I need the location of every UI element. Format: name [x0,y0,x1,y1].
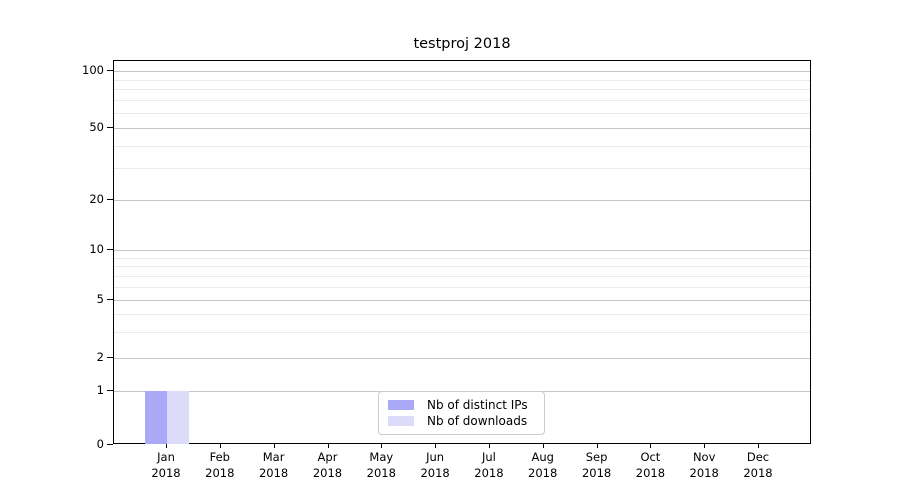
gridline-minor-70 [114,100,810,102]
y-tick-label: 20 [89,192,104,206]
legend-label-distinct-ips: Nb of distinct IPs [427,397,528,412]
y-tick-mark [107,389,113,391]
gridline-major-10 [114,249,810,251]
x-tick-mark [166,444,167,448]
x-tick-label-dec: Dec 2018 [743,450,773,480]
x-tick-label-nov: Nov 2018 [689,450,719,480]
gridline-minor-9 [114,257,810,259]
x-tick-label-oct: Oct 2018 [635,450,666,480]
y-tick-label: 5 [96,291,104,306]
x-tick-mark [381,444,383,448]
y-tick-mark [107,70,113,71]
x-tick-mark [488,444,490,448]
bar-distinct-ips-jan [145,390,167,444]
gridline-major-20 [114,200,810,201]
gridline-minor-7 [114,275,810,277]
legend-label-downloads: Nb of downloads [427,414,528,429]
gridline-minor-3 [114,332,810,334]
gridline-minor-6 [114,286,810,288]
x-tick-mark [704,444,706,448]
x-tick-mark [650,444,652,448]
x-tick-mark [596,444,598,448]
y-tick-mark [107,444,113,445]
x-tick-mark [327,444,329,448]
gridline-minor-80 [114,89,810,91]
y-tick-label: 1 [96,382,104,397]
gridline-major-2 [114,357,810,359]
chart-title: testproj 2018 [413,36,511,52]
x-tick-label-jan: Jan 2018 [151,450,181,480]
legend-swatch-distinct-ips [388,399,414,410]
legend-swatch-downloads [388,416,414,427]
y-tick-label: 2 [96,349,104,364]
gridline-minor-40 [114,145,810,147]
y-tick-label: 10 [89,241,104,256]
bar-downloads-jan [167,390,189,444]
x-tick-label-sep: Sep 2018 [581,450,612,480]
legend-item-downloads: Nb of downloads [386,414,537,428]
gridline-minor-4 [114,314,810,316]
y-tick-label: 0 [96,437,104,451]
x-tick-mark [758,444,759,448]
x-tick-label-jun: Jun 2018 [420,450,450,480]
y-tick-mark [107,298,113,300]
gridline-major-50 [114,128,810,129]
gridline-minor-30 [114,168,810,170]
x-tick-label-aug: Aug 2018 [528,450,558,480]
gridline-major-5 [114,299,810,301]
x-tick-mark [542,444,544,448]
x-tick-label-feb: Feb 2018 [205,450,235,480]
gridline-minor-90 [114,79,810,81]
y-tick-mark [107,356,113,358]
y-tick-mark [107,127,113,128]
gridline-minor-8 [114,266,810,268]
x-tick-mark [219,444,221,448]
gridline-major-100 [114,71,810,72]
y-tick-label: 100 [82,63,104,77]
gridline-minor-60 [114,112,810,114]
x-tick-label-may: May 2018 [366,450,396,480]
legend-item-distinct-ips: Nb of distinct IPs [386,398,537,412]
x-tick-mark [273,444,275,448]
y-tick-mark [107,248,113,250]
x-tick-label-apr: Apr 2018 [312,450,343,480]
y-tick-label: 50 [89,120,104,134]
legend: Nb of distinct IPs Nb of downloads [378,391,545,435]
plot-area: Nb of distinct IPs Nb of downloads [113,60,811,444]
x-tick-label-jul: Jul 2018 [474,450,504,480]
x-tick-mark [435,444,437,448]
x-tick-label-mar: Mar 2018 [258,450,289,480]
y-tick-mark [107,199,113,200]
